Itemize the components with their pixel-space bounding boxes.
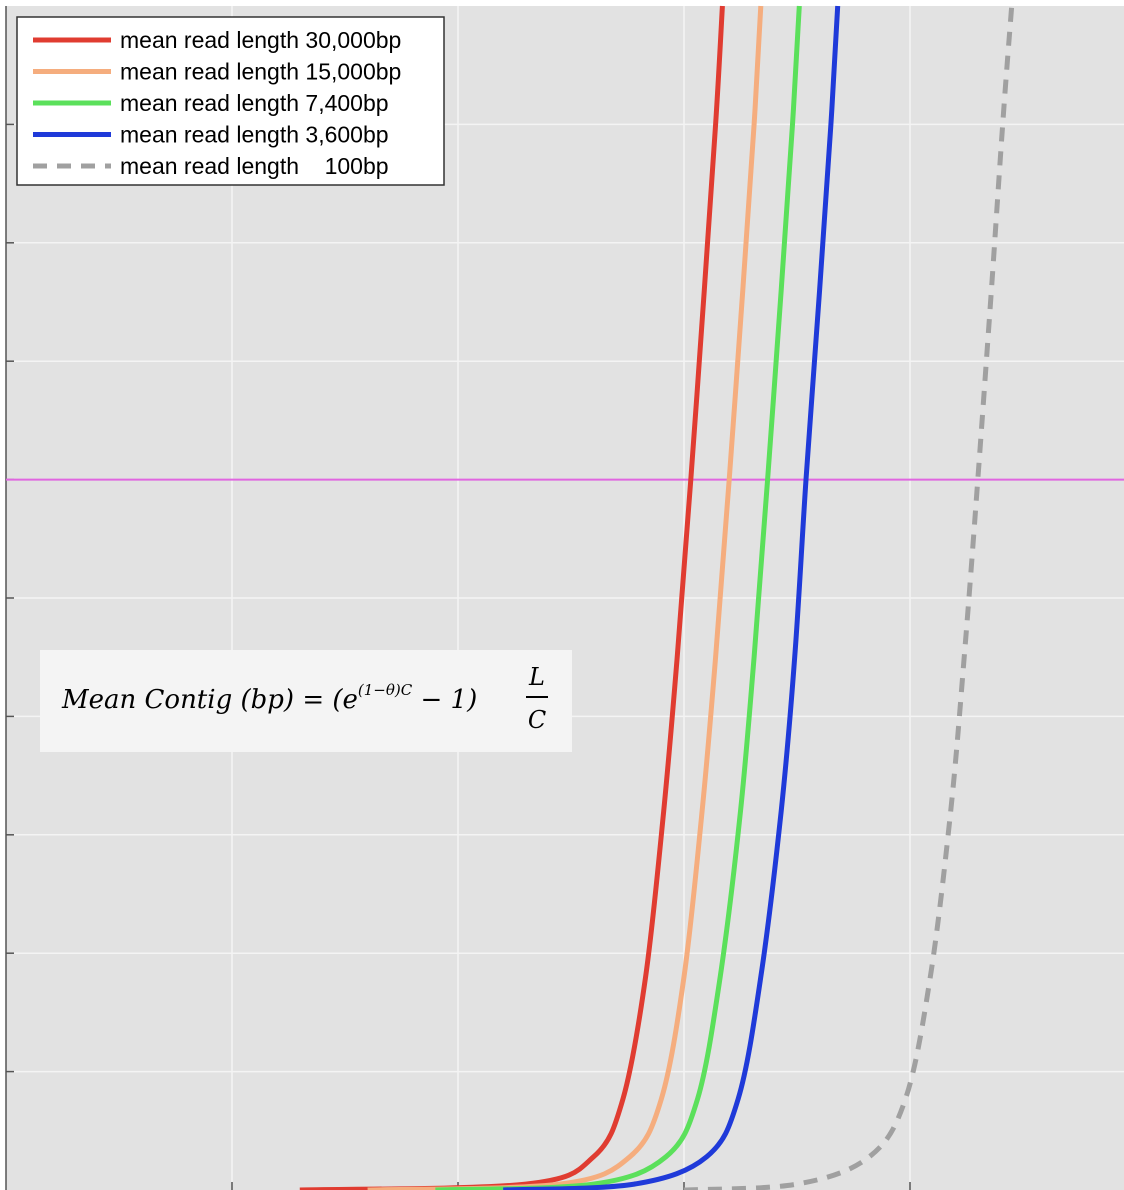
formula-numerator: L	[528, 663, 545, 691]
formula-rhs: − 1)	[412, 685, 477, 715]
legend-label: mean read length 100bp	[120, 153, 389, 179]
series-line	[299, 5, 725, 1190]
formula-lhs: Mean Contig (bp) = (e	[61, 685, 358, 715]
legend: mean read length 30,000bp mean read lengt…	[16, 16, 445, 186]
legend-label: mean read length 15,000bp	[120, 59, 401, 85]
legend-label: mean read length 3,600bp	[120, 122, 389, 148]
series-line	[435, 5, 802, 1190]
formula-background	[40, 650, 572, 752]
legend-label: mean read length 30,000bp	[120, 27, 401, 53]
legend-label: mean read length 7,400bp	[120, 90, 389, 116]
formula-box: Mean Contig (bp) = (e(1−θ)C − 1) L C	[40, 650, 572, 752]
formula-exponent: (1−θ)C	[358, 681, 413, 699]
series-line	[367, 5, 764, 1190]
series-lines	[299, 5, 1015, 1190]
svg-text:Mean Contig (bp) = (e(1−θ)C −: Mean Contig (bp) = (e(1−θ)C − 1)	[61, 681, 477, 715]
series-line	[503, 5, 841, 1190]
series-line	[683, 5, 1015, 1190]
formula-denominator: C	[528, 706, 546, 734]
